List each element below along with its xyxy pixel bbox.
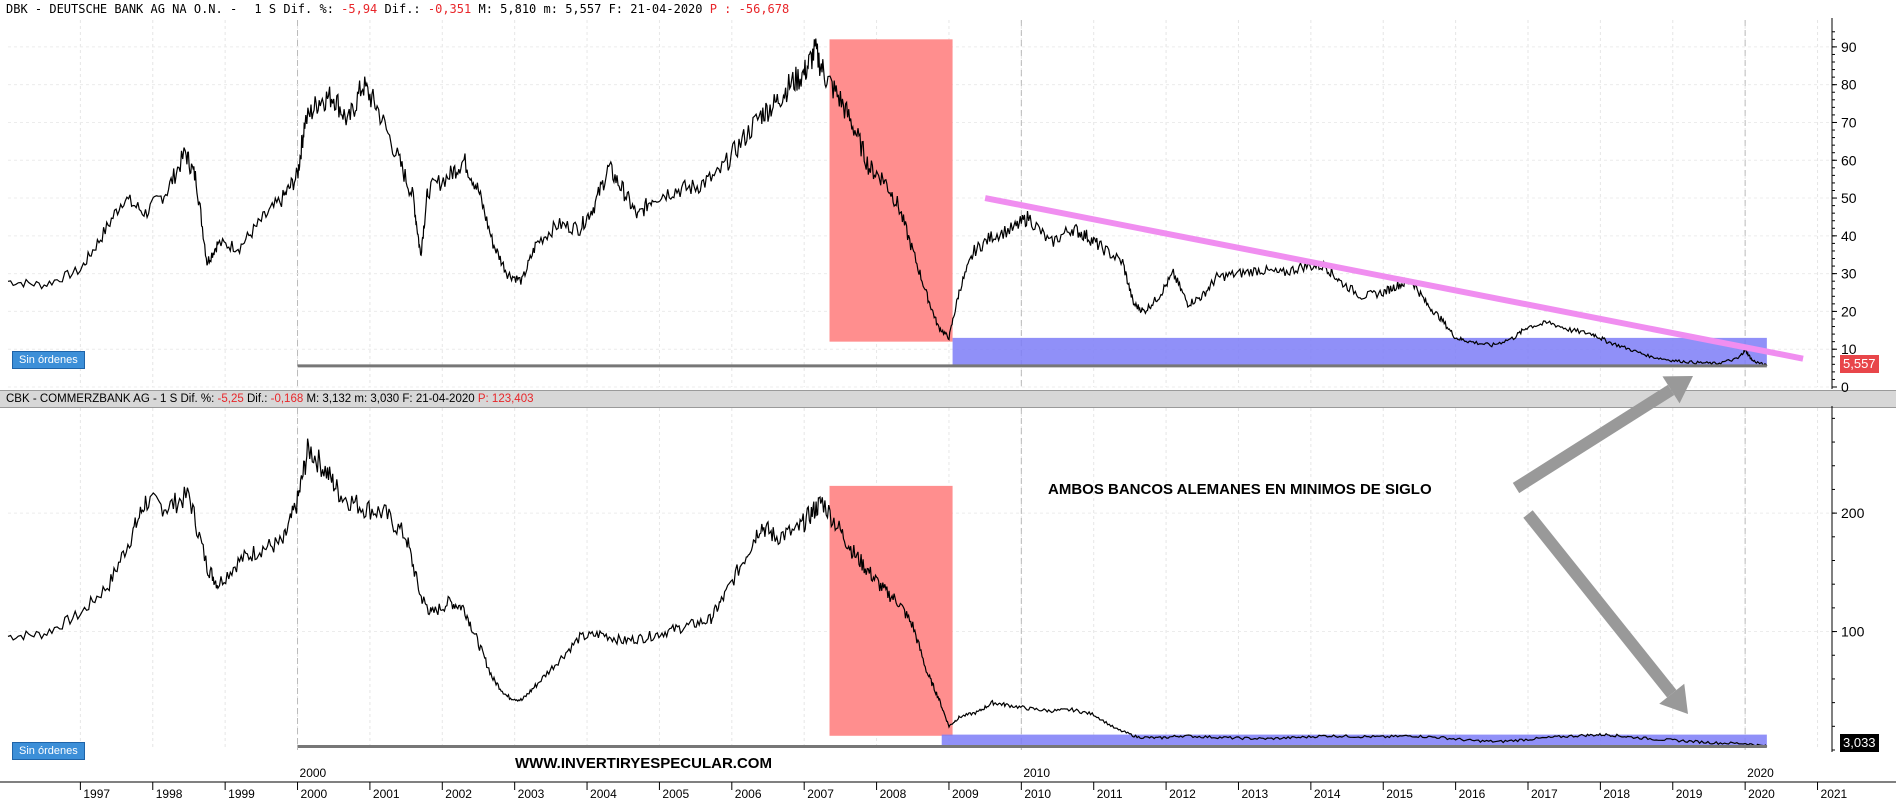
top-zones: [829, 39, 1767, 366]
bottom-y-axis: 200 100: [1831, 406, 1865, 752]
x-tick-label-1997: 1997: [83, 787, 110, 800]
x-tick-label-2020: 2020: [1748, 787, 1775, 800]
top-p-value: -56,678: [738, 2, 790, 16]
x-tick-label-2004: 2004: [590, 787, 617, 800]
arrows: [1512, 376, 1693, 714]
bottom-chart-header: CBK - COMMERZBANK AG - 1 S Dif. %: -5,25…: [0, 390, 1896, 408]
bottom-min-value: 3,030: [370, 393, 400, 405]
x-major-label-2020: 2020: [1747, 766, 1774, 780]
bottom-max-label: M:: [306, 393, 320, 405]
x-tick-label-2021: 2021: [1821, 787, 1848, 800]
bot-ytick-label-100: 100: [1841, 624, 1865, 640]
top-ytick-label-50: 50: [1841, 190, 1857, 206]
arrow-down-shaft: [1523, 510, 1677, 698]
top-trendline: [984, 195, 1804, 362]
arrow-up-head: [1662, 376, 1693, 404]
top-ytick-label-30: 30: [1841, 266, 1857, 282]
x-tick-label-2015: 2015: [1386, 787, 1413, 800]
x-tick-label-2002: 2002: [445, 787, 472, 800]
top-max-value: 5,810: [500, 2, 537, 16]
x-tick-label-2008: 2008: [880, 787, 907, 800]
bottom-dif-pct-label: Dif. %:: [180, 393, 215, 405]
bottom-min-label: m:: [354, 393, 368, 405]
top-ytick-label-70: 70: [1841, 114, 1857, 130]
x-tick-label-2016: 2016: [1459, 787, 1486, 800]
x-tick-label-2013: 2013: [1241, 787, 1268, 800]
x-tick-label-2009: 2009: [952, 787, 979, 800]
annotation-text: AMBOS BANCOS ALEMANES EN MINIMOS DE SIGL…: [1048, 481, 1432, 498]
watermark: WWW.INVERTIRYESPECULAR.COM: [515, 755, 772, 772]
bottom-last-price-tag: 3,033: [1840, 734, 1879, 752]
x-tick-label-2010: 2010: [1024, 787, 1051, 800]
arrow-down-head: [1659, 683, 1688, 714]
top-min-label: m:: [543, 2, 558, 16]
top-dif-pct-label: Dif. %:: [283, 2, 334, 16]
top-ytick-label-90: 90: [1841, 39, 1857, 55]
panel-separator[interactable]: [0, 390, 1896, 408]
bottom-p-value: 123,403: [491, 393, 534, 405]
cbk-price-line: [7, 438, 1768, 748]
top-ytick-label-60: 60: [1841, 152, 1857, 168]
top-min-value: 5,557: [565, 2, 602, 16]
dbk-price-line: [7, 38, 1768, 368]
top-crash-zone: [829, 39, 953, 342]
top-p-label: P :: [709, 2, 732, 16]
top-dif-value: -0,351: [427, 2, 472, 16]
bottom-date-value: 21-04-2020: [415, 393, 475, 405]
bottom-zones: [829, 485, 1767, 747]
top-chart-header: DBK - DEUTSCHE BANK AG NA O.N. - 1 S Dif…: [0, 0, 1896, 18]
top-dif-label: Dif.:: [384, 2, 421, 16]
x-tick-label-2014: 2014: [1314, 787, 1341, 800]
top-date-value: 21-04-2020: [630, 2, 703, 16]
x-tick-label-2018: 2018: [1603, 787, 1630, 800]
bottom-dif-label: Dif.:: [246, 393, 268, 405]
x-tick-label-1999: 1999: [228, 787, 255, 800]
bot-support-zone: [941, 734, 1767, 747]
bottom-orders-badge[interactable]: Sin órdenes: [12, 742, 85, 760]
x-tick-label-2011: 2011: [1097, 787, 1123, 800]
top-ytick-label-40: 40: [1841, 228, 1857, 244]
top-y-axis: 90 80 70 60 50 40 30 20 10 0: [1831, 18, 1857, 395]
x-tick-label-2003: 2003: [518, 787, 545, 800]
top-ytick-label-80: 80: [1841, 77, 1857, 93]
top-period: 1 S: [254, 2, 277, 16]
x-tick-label-2007: 2007: [807, 787, 834, 800]
bottom-p-label: P:: [477, 393, 489, 405]
bottom-date-label: F:: [402, 393, 413, 405]
x-tick-label-1998: 1998: [156, 787, 183, 800]
x-tick-label-2012: 2012: [1169, 787, 1196, 800]
x-major-label-2010: 2010: [1023, 766, 1050, 780]
arrow-up-shaft: [1512, 384, 1675, 494]
x-tick-label-2019: 2019: [1676, 787, 1703, 800]
bottom-dif-value: -0,168: [270, 393, 304, 405]
bot-ytick-label-200: 200: [1841, 505, 1865, 521]
bot-crash-zone: [829, 485, 953, 736]
top-ytick-label-20: 20: [1841, 303, 1857, 319]
top-support-zone: [952, 337, 1767, 366]
bottom-period: 1 S: [160, 393, 178, 405]
top-last-price-tag: 5,557: [1840, 355, 1879, 373]
x-tick-label-2005: 2005: [662, 787, 689, 800]
x-tick-label-2000: 2000: [301, 787, 328, 800]
top-date-label: F:: [608, 2, 624, 16]
top-annotations: [297, 195, 1804, 368]
top-dif-pct-value: -5,94: [341, 2, 378, 16]
top-max-label: M:: [478, 2, 493, 16]
x-tick-label-2001: 2001: [373, 787, 400, 800]
top-orders-badge[interactable]: Sin órdenes: [12, 351, 85, 369]
bottom-dif-pct-value: -5,25: [217, 393, 244, 405]
bottom-ticker: CBK - COMMERZBANK AG -: [6, 393, 157, 405]
x-axis: 1997 1998 1999 2000 2001 2002 2003 2004 2005 2006…: [0, 766, 1896, 800]
x-major-label-2000: 2000: [300, 766, 327, 780]
top-ytick-label-10: 10: [1841, 341, 1857, 357]
bottom-max-value: 3,132: [322, 393, 352, 405]
top-ticker: DBK - DEUTSCHE BANK AG NA O.N. -: [6, 2, 238, 16]
top-ytick-label-0: 0: [1841, 379, 1849, 395]
x-tick-label-2017: 2017: [1531, 787, 1558, 800]
x-tick-label-2006: 2006: [735, 787, 762, 800]
